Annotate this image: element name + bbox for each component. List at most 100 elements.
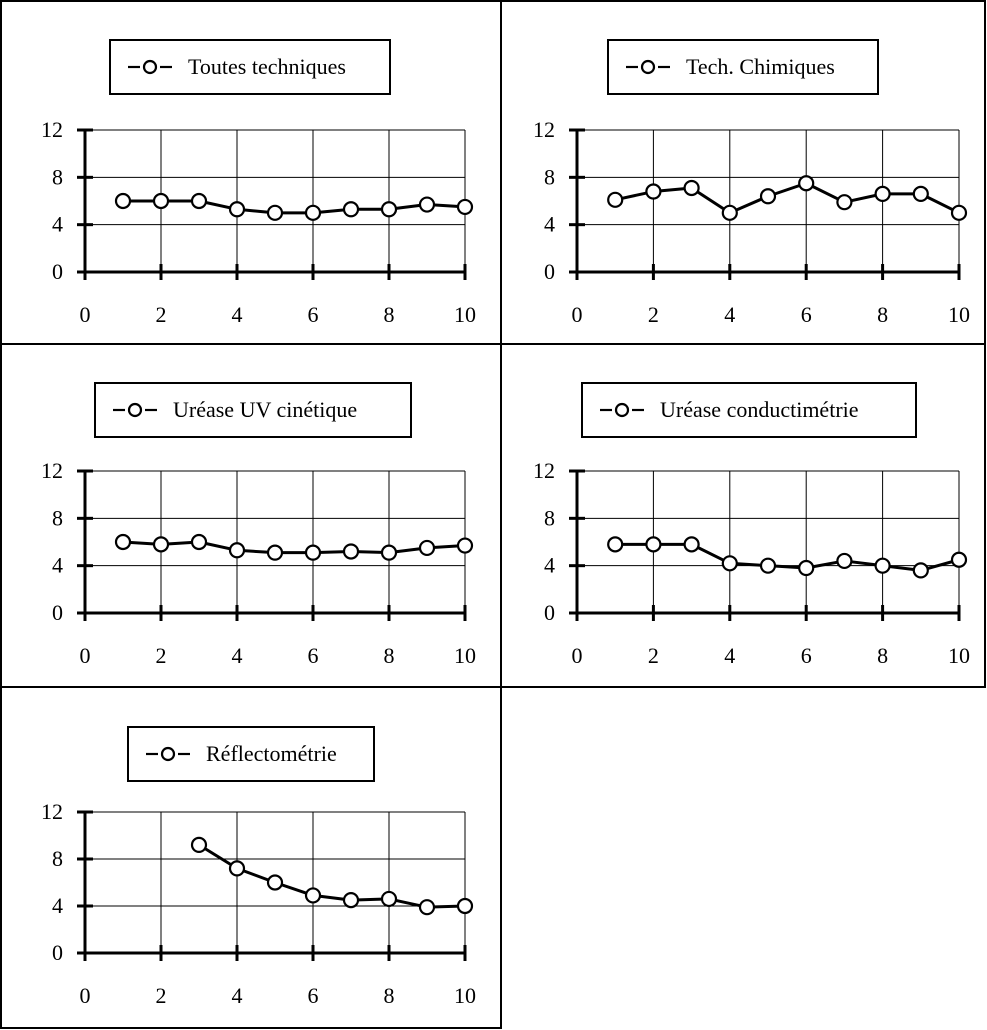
series-line [615, 542, 960, 572]
data-point [380, 544, 398, 561]
y-tick-label: 8 [52, 164, 63, 189]
y-tick-label: 4 [544, 553, 555, 578]
data-point [721, 204, 738, 221]
y-tick-label: 8 [544, 505, 555, 530]
x-tick-label: 6 [308, 983, 319, 1008]
x-tick-label: 8 [384, 983, 395, 1008]
chart-panel-3: Uréase UV cinétique 0 4 8 12 0 2 4 6 8 10 [41, 382, 476, 668]
chart-panel-2: Tech. Chimiques 0 4 8 12 0 2 4 6 8 10 [533, 39, 970, 327]
x-tick-label: 10 [454, 643, 476, 668]
x-tick-label: 6 [308, 302, 319, 327]
y-tick-label: 12 [533, 458, 555, 483]
x-tick-label: 0 [80, 643, 91, 668]
y-tick-label: 8 [52, 505, 63, 530]
chart-panel-4: Uréase conductimétrie 0 4 8 12 0 2 4 6 8 10 [533, 382, 970, 668]
data-point [912, 562, 929, 579]
data-point [456, 897, 474, 915]
data-point [418, 196, 436, 213]
y-tick-label: 4 [544, 212, 555, 237]
data-point [190, 192, 208, 210]
x-tick-label: 4 [724, 302, 735, 327]
y-tick-label: 4 [52, 212, 63, 237]
data-point [342, 201, 360, 218]
legend-marker-icon [640, 59, 656, 75]
data-point [114, 533, 132, 551]
legend-label: Tech. Chimiques [686, 54, 835, 79]
chart-panel-1: Toutes techniques 0 4 8 12 0 2 4 6 8 10 [41, 39, 476, 327]
data-point [304, 887, 322, 904]
legend-marker-icon [127, 402, 143, 418]
series-line [614, 181, 960, 215]
data-point [683, 179, 700, 197]
data-point [304, 204, 322, 221]
data-point [721, 555, 738, 572]
data-point [759, 188, 777, 205]
data-point [456, 537, 474, 554]
x-tick-label: 8 [384, 643, 395, 668]
data-point [190, 836, 208, 854]
data-point [683, 536, 700, 553]
x-tick-label: 10 [948, 643, 970, 668]
data-point [836, 552, 853, 570]
data-point [304, 544, 322, 561]
data-point [266, 544, 284, 561]
data-point [380, 201, 398, 218]
x-tick-label: 4 [232, 302, 243, 327]
y-tick-label: 12 [41, 458, 63, 483]
data-point [380, 890, 398, 908]
x-tick-label: 2 [156, 302, 167, 327]
data-point [912, 185, 929, 202]
x-tick-label: 0 [80, 302, 91, 327]
legend: Toutes techniques [109, 39, 391, 95]
y-tick-label: 0 [52, 940, 63, 965]
data-point [190, 533, 208, 551]
y-tick-label: 4 [52, 893, 63, 918]
legend-label: Uréase UV cinétique [173, 397, 357, 422]
y-tick-label: 12 [533, 117, 555, 142]
data-point [152, 192, 170, 210]
data-point [607, 536, 624, 553]
data-point [759, 557, 777, 574]
data-point [266, 874, 284, 891]
data-point [456, 198, 474, 216]
x-tick-label: 6 [801, 302, 812, 327]
y-tick-label: 4 [52, 553, 63, 578]
data-point [645, 183, 662, 200]
data-point [266, 204, 284, 221]
y-tick-label: 0 [52, 600, 63, 625]
x-tick-label: 2 [648, 302, 659, 327]
panel-frame-4 [500, 343, 986, 688]
x-tick-label: 0 [572, 302, 583, 327]
x-tick-label: 10 [454, 302, 476, 327]
y-tick-label: 8 [52, 846, 63, 871]
legend-label: Toutes techniques [188, 54, 346, 79]
series-line [122, 540, 466, 555]
data-point [836, 194, 853, 211]
legend-label: Uréase conductimétrie [660, 397, 859, 422]
data-point [798, 175, 815, 192]
data-point [798, 559, 815, 577]
data-point [950, 204, 968, 221]
x-tick-label: 0 [572, 643, 583, 668]
x-tick-label: 6 [308, 643, 319, 668]
data-point [228, 201, 246, 218]
x-tick-label: 6 [801, 643, 812, 668]
legend-marker-icon [614, 402, 630, 418]
data-point [114, 192, 132, 210]
x-tick-label: 4 [724, 643, 735, 668]
data-point [874, 185, 891, 202]
x-tick-label: 10 [454, 983, 476, 1008]
x-tick-label: 4 [232, 983, 243, 1008]
data-point [342, 543, 360, 560]
panel-frame-5 [0, 686, 502, 1029]
x-tick-label: 2 [156, 643, 167, 668]
chart-panel-5: Réflectométrie 0 4 8 12 0 2 4 6 8 10 [41, 726, 476, 1008]
legend: Uréase UV cinétique [94, 382, 412, 438]
data-point [950, 551, 968, 568]
series-line [123, 199, 466, 215]
y-tick-label: 0 [544, 259, 555, 284]
x-tick-label: 0 [80, 983, 91, 1008]
legend: Uréase conductimétrie [581, 382, 917, 438]
legend: Tech. Chimiques [607, 39, 879, 95]
